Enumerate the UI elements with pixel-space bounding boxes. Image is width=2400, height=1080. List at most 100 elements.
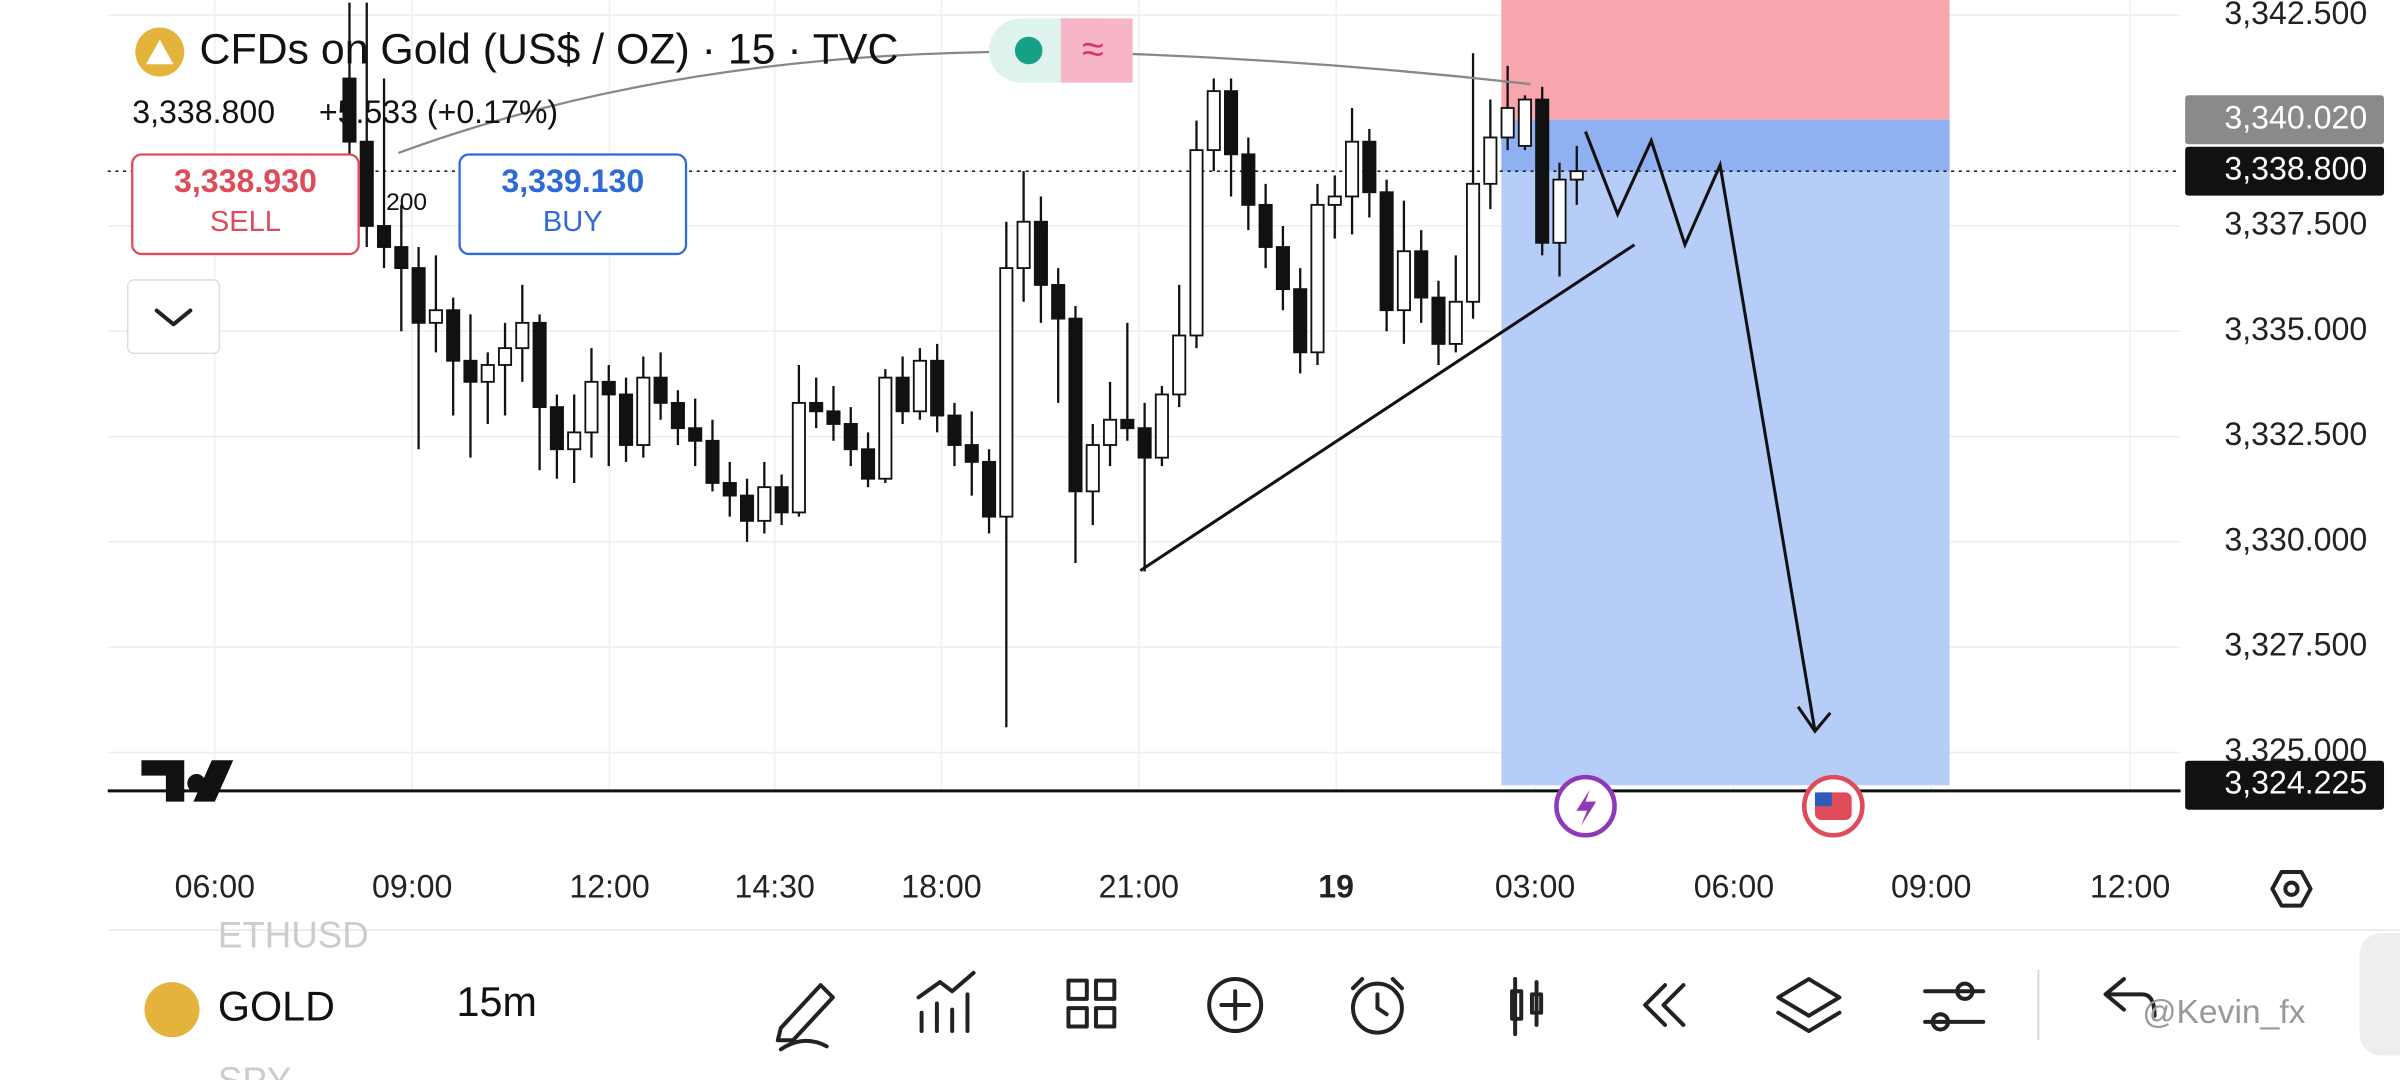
candle-body	[722, 482, 737, 497]
add-icon[interactable]	[1207, 977, 1264, 1034]
price-tag	[2185, 146, 2385, 196]
entry-band	[1501, 119, 1950, 172]
candle-body	[1448, 300, 1463, 345]
y-tick-label: 3,335.000	[2224, 311, 2367, 347]
candle-body	[601, 380, 616, 396]
candle-body	[740, 494, 755, 522]
candle-body	[411, 267, 426, 324]
candle-body	[791, 401, 806, 514]
candle-body	[1120, 418, 1135, 430]
candle-body	[1517, 98, 1532, 147]
indicator-label: 200	[386, 189, 427, 216]
candle-body	[1137, 427, 1152, 459]
candle-body	[532, 321, 547, 409]
candle-body	[982, 460, 997, 518]
candle-body	[428, 309, 443, 324]
symbol-ethusd[interactable]: ETHUSD	[218, 914, 369, 955]
x-tick-label: 21:00	[1099, 868, 1179, 904]
candle-body	[964, 444, 979, 463]
chart-type-icon[interactable]	[1510, 977, 1544, 1037]
last-price: 3,338.800	[132, 94, 275, 130]
replay-icon[interactable]	[1643, 983, 1686, 1027]
candle-body	[480, 364, 495, 383]
layers-icon[interactable]	[1776, 977, 1842, 1034]
candle-body	[1189, 149, 1204, 337]
candle-body	[930, 359, 945, 417]
x-tick-label: 14:30	[735, 868, 815, 904]
candle-body	[826, 410, 841, 425]
candle-body	[1379, 191, 1394, 312]
symbol-title: CFDs on Gold (US$ / OZ) · 15 · TVC	[200, 25, 899, 73]
candle-body	[1535, 98, 1550, 244]
candle-body	[999, 267, 1014, 518]
candle-body	[1362, 140, 1377, 194]
add-cross	[1219, 989, 1251, 1021]
candle-body	[1033, 220, 1048, 286]
price-tag-label: 3,340.020	[2224, 99, 2367, 135]
candle-body	[1172, 334, 1187, 396]
candle-body	[947, 414, 962, 446]
candle-body	[1345, 140, 1360, 198]
x-tick-label: 12:00	[2090, 868, 2170, 904]
settings-icon[interactable]	[2270, 869, 2313, 908]
candle-body	[1241, 153, 1256, 206]
slider-knob	[1955, 981, 1975, 1001]
arrow-head	[1796, 705, 1832, 734]
candle-body	[670, 401, 685, 430]
x-tick-label: 09:00	[1891, 868, 1971, 904]
stop-zone	[1501, 0, 1950, 120]
candle-body	[1396, 250, 1411, 312]
price-tag	[2185, 760, 2385, 810]
alert-hands	[1350, 977, 1404, 1017]
candle-body	[1327, 195, 1342, 206]
buy-button[interactable]	[458, 153, 688, 256]
target-zone	[1501, 119, 1950, 786]
position-tool	[107, 0, 2181, 786]
draw-icon[interactable]	[775, 983, 835, 1052]
buy-price: 3,339.130	[501, 163, 644, 199]
candle-body	[895, 376, 910, 413]
candles	[342, 2, 1584, 728]
undo-icon[interactable]	[2103, 977, 2157, 1018]
candle-body	[1552, 178, 1567, 244]
candle-body	[861, 448, 876, 480]
chevron-icon	[154, 308, 193, 327]
candle-body	[1431, 296, 1446, 345]
candle-body	[498, 347, 513, 366]
symbol-spy[interactable]: SPY	[218, 1060, 291, 1080]
candle-body	[584, 380, 599, 434]
price-tag-label: 3,324.225	[2224, 765, 2367, 801]
sell-button[interactable]	[131, 153, 360, 256]
x-tick-label: 12:00	[569, 868, 649, 904]
candle-body	[912, 359, 927, 413]
candle-body	[705, 439, 720, 484]
candle-body	[1466, 182, 1481, 303]
us-flag-canton	[1814, 792, 1832, 807]
candle-body	[774, 486, 789, 514]
tv-logo	[141, 760, 234, 802]
candle-body	[1483, 136, 1498, 185]
slider-knob	[1930, 1012, 1951, 1032]
candle-body	[359, 140, 374, 227]
candle-body	[619, 393, 634, 446]
candle-body	[1414, 250, 1429, 299]
candle-body	[1085, 444, 1100, 493]
price-axis: 3,342.500 3,337.500 3,335.000 3,332.500 3,33…	[2185, 0, 2385, 810]
candle-body	[1206, 90, 1221, 152]
watermark: @Kevin_fx	[2142, 994, 2305, 1031]
indicators-icon[interactable]	[916, 970, 976, 1034]
symbol-gold[interactable]: GOLD	[218, 984, 335, 1030]
candle-body	[567, 431, 582, 451]
candle-body	[394, 246, 409, 269]
interval[interactable]: 15m	[457, 979, 537, 1025]
y-tick-label: 3,332.500	[2224, 416, 2367, 452]
trend-line	[1139, 243, 1636, 572]
projection-path	[1584, 131, 1817, 732]
lightning-icon	[1576, 789, 1597, 827]
layout-icon[interactable]	[1066, 978, 1117, 1029]
candle-body	[636, 376, 651, 446]
collapse-button[interactable]	[126, 279, 221, 355]
alert-icon[interactable]	[1350, 981, 1404, 1035]
status-pill-right	[1060, 18, 1133, 83]
